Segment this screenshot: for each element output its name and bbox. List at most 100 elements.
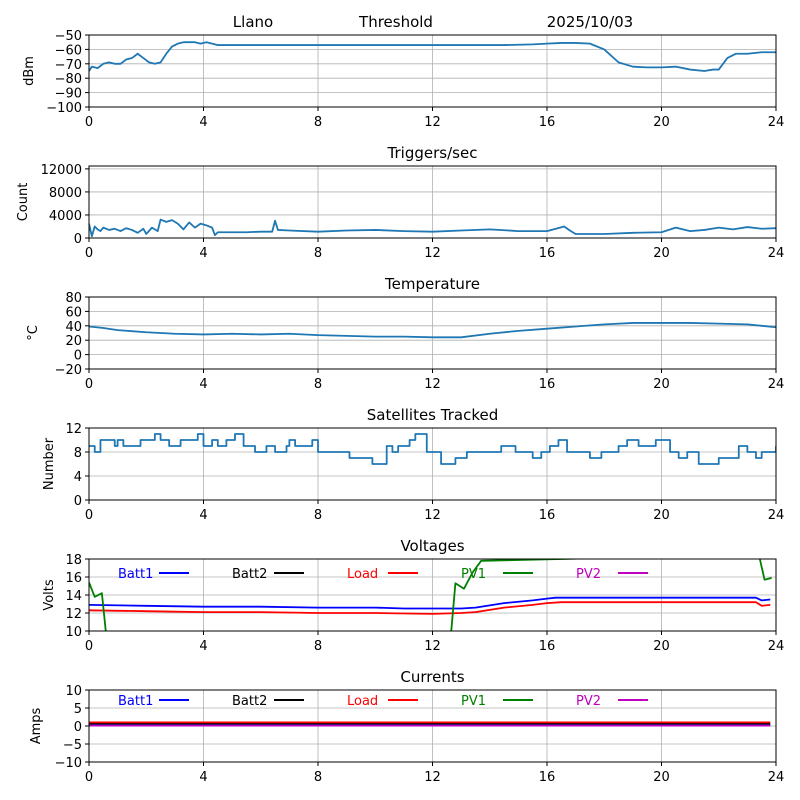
x-tick-label: 24 — [768, 770, 785, 785]
x-tick-label: 8 — [314, 508, 322, 523]
y-axis-title: Count — [16, 183, 31, 222]
y-tick-label: 8 — [74, 446, 82, 461]
x-tick-label: 8 — [314, 377, 322, 392]
header-date: 2025/10/03 — [547, 13, 633, 31]
y-tick-label: 10 — [65, 625, 82, 640]
y-tick-label: −70 — [55, 58, 82, 73]
x-tick-label: 8 — [314, 246, 322, 261]
panel-voltages: Batt1 Batt2 Load PV1 PV2 0 4 8 12 16 20 24 10 12 14 16 1… — [42, 537, 784, 654]
legend-label-load: Load — [347, 694, 378, 709]
series-line-triggers — [89, 218, 776, 238]
x-tick-label: 16 — [539, 508, 556, 523]
y-tick-label: 0 — [74, 720, 82, 735]
y-tick-label: 14 — [65, 589, 82, 604]
y-tick-label: 12 — [65, 422, 82, 437]
y-tick-label: 8000 — [49, 186, 82, 201]
x-tick-label: 24 — [768, 246, 785, 261]
panel-title: Triggers/sec — [387, 144, 478, 162]
legend-label-load: Load — [347, 567, 378, 582]
y-tick-label: 40 — [65, 320, 82, 335]
x-tick-label: 4 — [199, 115, 207, 130]
x-tick-label: 24 — [768, 639, 785, 654]
panel-title: Satellites Tracked — [367, 406, 498, 424]
legend-label-pv2: PV2 — [576, 567, 601, 582]
panel-title: Temperature — [384, 275, 480, 293]
y-tick-label: −50 — [55, 29, 82, 44]
x-tick-label: 24 — [768, 115, 785, 130]
y-axis-title: °C — [26, 325, 41, 341]
y-axis-title: Volts — [42, 579, 57, 611]
legend-label-pv1: PV1 — [461, 694, 486, 709]
x-tick-label: 4 — [199, 770, 207, 785]
y-tick-label: 12 — [65, 607, 82, 622]
y-axis-title: dBm — [22, 56, 37, 86]
x-tick-label: 16 — [539, 770, 556, 785]
x-tick-label: 20 — [653, 508, 670, 523]
y-tick-label: 5 — [74, 702, 82, 717]
x-tick-label: 8 — [314, 770, 322, 785]
series-line-signal — [89, 41, 776, 72]
y-tick-label: 12000 — [41, 163, 82, 178]
x-tick-label: 24 — [768, 377, 785, 392]
panel-signal: 0 4 8 12 16 20 24 −50−60−70−80−90−100 dBm — [22, 29, 784, 130]
y-tick-label: −5 — [63, 738, 82, 753]
x-tick-label: 12 — [424, 246, 441, 261]
y-tick-label: −80 — [55, 72, 82, 87]
y-tick-label: 20 — [65, 334, 82, 349]
panel-triggers: 0 4 8 12 16 20 24 0 4000 8000 12000 Count Triggers/s… — [16, 144, 784, 261]
x-tick-label: 4 — [199, 508, 207, 523]
x-tick-label: 16 — [539, 639, 556, 654]
x-tick-label: 24 — [768, 508, 785, 523]
y-tick-label: 80 — [65, 291, 82, 306]
y-tick-label: −60 — [55, 43, 82, 58]
legend-label-pv1: PV1 — [461, 567, 486, 582]
x-tick-label: 8 — [314, 115, 322, 130]
x-tick-label: 12 — [424, 115, 441, 130]
x-tick-label: 4 — [199, 639, 207, 654]
x-tick-label: 12 — [424, 770, 441, 785]
series-line-pv1 — [89, 559, 772, 631]
header-station: Llano — [233, 13, 273, 31]
y-tick-label: 16 — [65, 571, 82, 586]
y-tick-label: 4000 — [49, 209, 82, 224]
y-tick-label: −100 — [46, 101, 82, 116]
series-line-batt1 — [89, 596, 771, 610]
x-tick-label: 20 — [653, 246, 670, 261]
y-tick-label: 10 — [65, 684, 82, 699]
y-tick-label: 0 — [74, 494, 82, 509]
x-tick-label: 0 — [85, 639, 93, 654]
x-tick-label: 0 — [85, 115, 93, 130]
y-axis-title: Amps — [29, 707, 44, 744]
x-tick-label: 20 — [653, 377, 670, 392]
series-line-satellites — [89, 433, 776, 465]
series-line-load — [89, 601, 771, 615]
x-tick-label: 20 — [653, 115, 670, 130]
y-tick-label: −90 — [55, 87, 82, 102]
y-axis-title: Number — [42, 437, 57, 490]
x-tick-label: 4 — [199, 377, 207, 392]
x-tick-label: 0 — [85, 508, 93, 523]
legend-label-batt1: Batt1 — [118, 694, 153, 709]
x-tick-label: 16 — [539, 246, 556, 261]
y-tick-label: 18 — [65, 553, 82, 568]
y-tick-label: −10 — [55, 756, 82, 771]
legend-label-pv2: PV2 — [576, 694, 601, 709]
x-tick-label: 4 — [199, 246, 207, 261]
x-tick-label: 12 — [424, 639, 441, 654]
header-mode: Threshold — [358, 13, 433, 31]
y-tick-label: 4 — [74, 470, 82, 485]
x-tick-label: 8 — [314, 639, 322, 654]
legend-label-batt1: Batt1 — [118, 567, 153, 582]
y-tick-label: 0 — [74, 232, 82, 247]
x-tick-label: 16 — [539, 377, 556, 392]
x-tick-label: 0 — [85, 377, 93, 392]
x-tick-label: 16 — [539, 115, 556, 130]
x-tick-label: 12 — [424, 508, 441, 523]
panel-satellites: 0 4 8 12 16 20 24 0 4 8 12 Number Satellites Tracked — [42, 406, 784, 523]
legend-label-batt2: Batt2 — [232, 567, 267, 582]
series-line-temperature — [89, 322, 776, 339]
panel-title: Voltages — [400, 537, 464, 555]
x-tick-label: 20 — [653, 639, 670, 654]
